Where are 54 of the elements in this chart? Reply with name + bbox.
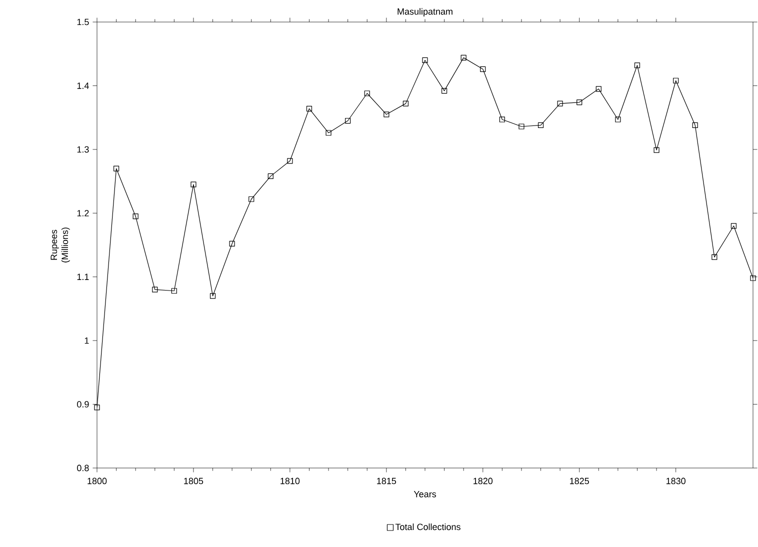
- x-tick-label: 1805: [184, 478, 204, 484]
- point: [538, 122, 544, 128]
- point: [615, 116, 621, 122]
- point: [132, 214, 138, 220]
- point: [113, 166, 120, 172]
- y-tick-label: 1.5: [77, 18, 89, 26]
- point: [402, 100, 409, 106]
- x-tick-label: 1825: [570, 478, 589, 484]
- x-axis-title: Years: [414, 491, 436, 498]
- point: [712, 254, 718, 260]
- x-tick-label: 1820: [474, 478, 493, 484]
- point: [171, 288, 177, 294]
- x-tick-label: 1810: [280, 478, 300, 484]
- x-tick-label: 1815: [377, 478, 396, 484]
- point: [518, 124, 524, 130]
- y-tick-label: 1.4: [77, 82, 89, 89]
- point: [229, 240, 235, 247]
- point: [460, 54, 466, 60]
- point: [306, 106, 312, 112]
- point: [384, 112, 390, 118]
- legend-label: Total Collections: [395, 523, 460, 530]
- x-tick-label: 1830: [666, 478, 686, 484]
- x-tick-label: 1800: [88, 478, 107, 484]
- point: [576, 99, 582, 106]
- point: [557, 100, 563, 106]
- point: [364, 90, 370, 96]
- point: [750, 275, 756, 281]
- y-tick-label: 1.3: [77, 146, 89, 153]
- point: [287, 158, 293, 164]
- point: [692, 122, 698, 128]
- point: [94, 404, 100, 410]
- point: [499, 116, 505, 122]
- y-tick-label: 1.2: [77, 210, 89, 216]
- y-tick-label: 0.8: [77, 464, 89, 472]
- y-tick-label: 0.9: [77, 401, 89, 408]
- point: [190, 182, 196, 188]
- point: [441, 88, 448, 94]
- y-tick-label: 1: [84, 337, 89, 344]
- point: [596, 86, 602, 92]
- point: [248, 196, 254, 202]
- point: [634, 62, 640, 68]
- point: [422, 57, 428, 64]
- point: [345, 118, 351, 124]
- y-tick-label: 1.1: [77, 274, 89, 280]
- point: [326, 130, 332, 136]
- point: [673, 78, 679, 84]
- point: [268, 173, 274, 179]
- chart-title: Masulipatnam: [398, 8, 452, 16]
- point: [480, 66, 486, 72]
- point: [730, 223, 737, 229]
- point: [152, 286, 158, 292]
- point: [210, 293, 216, 299]
- y-axis-title: Rupees (Millions): [50, 228, 70, 262]
- point: [654, 147, 660, 153]
